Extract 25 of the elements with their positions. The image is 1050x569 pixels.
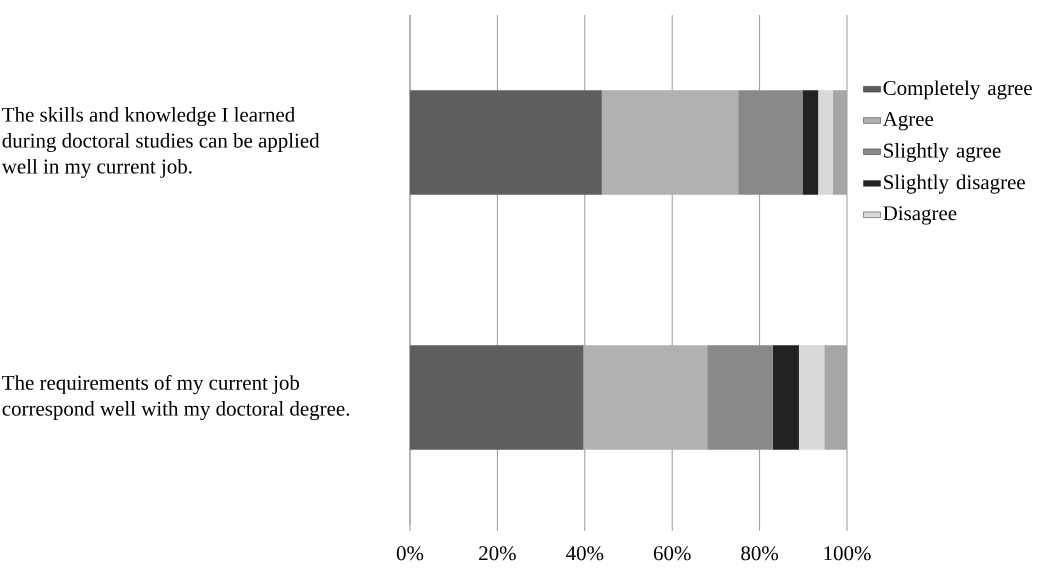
x-tick-label: 80% [741,546,779,561]
legend-label: Slightly agree [884,142,1001,162]
legend-label: Slightly disagree [884,174,1025,194]
bar [824,345,847,450]
x-tick-label: 100% [824,546,871,561]
bar [601,90,739,195]
x-tick-label: 20% [479,546,516,561]
bar [410,90,602,195]
legend-label: Agree [882,112,934,131]
bar [583,345,708,450]
legend-label: Completely agree [883,80,1032,100]
bar [410,345,584,450]
bar [738,90,803,195]
bar [818,90,834,195]
bar [833,90,847,195]
y-tick-label: The skills and knowledge I learned during doctoral studies can be applied well in my current job. [1,107,320,178]
x-tick-label: 40% [566,546,604,561]
bar [707,345,773,450]
y-tick-label: The requirements of my current job correspond well with my doctoral degree. [2,374,350,421]
bar [798,345,825,450]
bar [772,345,799,450]
legend-label: Disagree [883,206,957,225]
x-tick-label: 0% [396,546,424,561]
x-tick-label: 60% [653,546,691,561]
bar [802,90,819,195]
